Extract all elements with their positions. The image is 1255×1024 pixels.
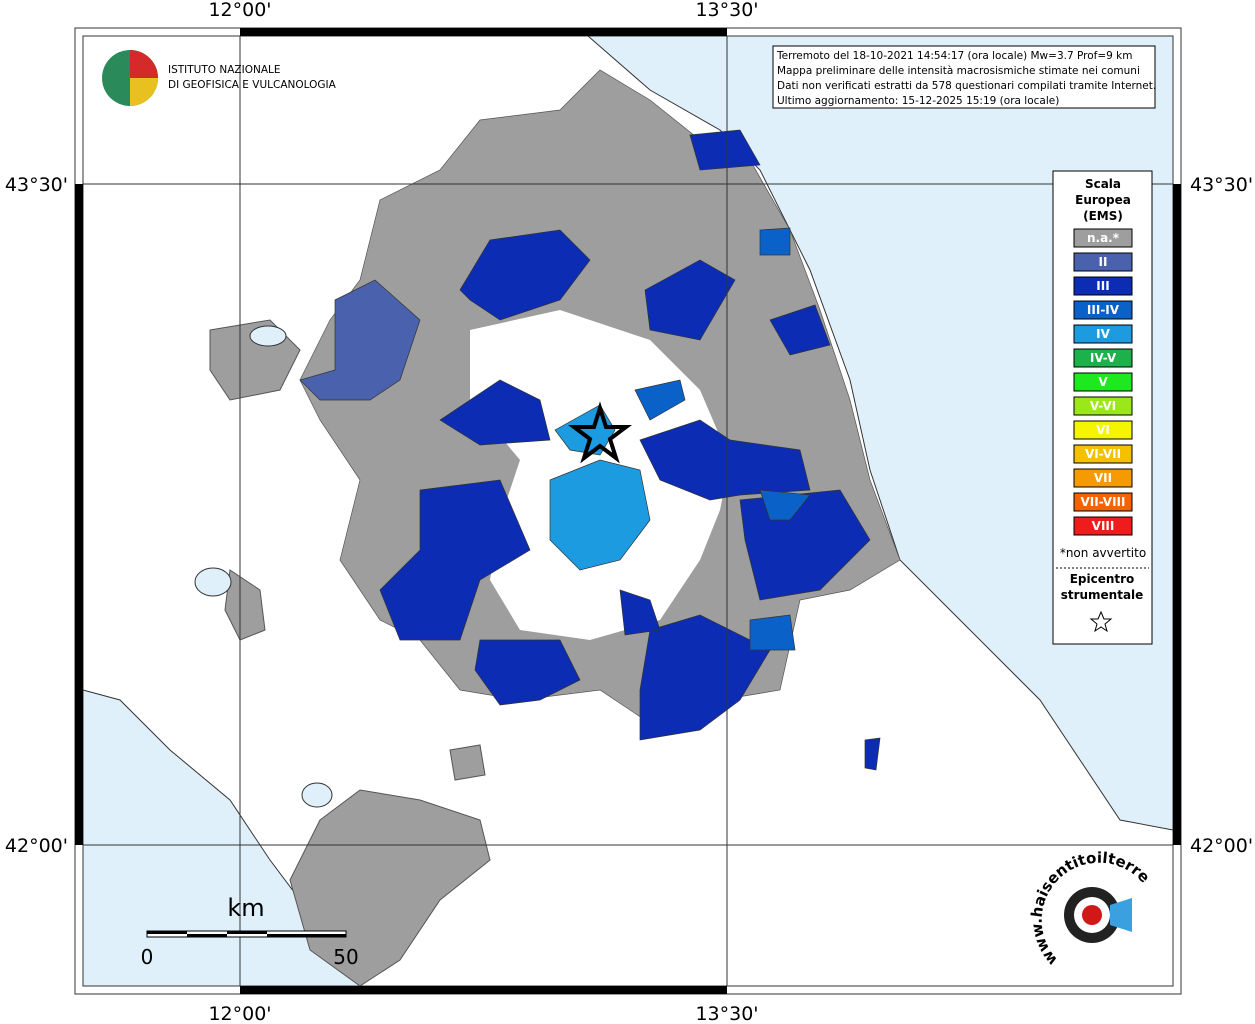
latitude-label: 42°00': [1190, 835, 1253, 857]
legend-swatch: [1073, 324, 1133, 344]
legend-label: n.a.*: [1087, 231, 1120, 245]
legend-label: II: [1099, 255, 1108, 269]
scale-bar: [267, 934, 346, 937]
intensity-area: [619, 589, 661, 636]
scale-bar: [147, 931, 187, 934]
lake: [301, 782, 333, 808]
latitude-label: 43°30': [1190, 174, 1253, 196]
legend-swatch: [1073, 252, 1133, 272]
legend-swatch: [1073, 516, 1133, 536]
longitude-label: 12°00': [208, 1003, 271, 1024]
scale-bar: [187, 934, 227, 937]
intensity-area: [759, 489, 811, 521]
legend-label: VII: [1094, 471, 1112, 485]
latitude-label: 43°30': [5, 174, 68, 196]
legend-label: VI-VII: [1085, 447, 1121, 461]
legend-label: IV-V: [1090, 351, 1117, 365]
legend-label: III-IV: [1087, 303, 1120, 317]
frame-band: [240, 986, 727, 994]
scale-label: 50: [333, 945, 358, 969]
info-text: Terremoto del 18-10-2021 14:54:17 (ora l…: [776, 50, 1132, 62]
lake: [249, 325, 287, 347]
legend-title: (EMS): [1083, 209, 1123, 223]
longitude-label: 13°30': [695, 1003, 758, 1024]
legend-title: Scala: [1085, 177, 1121, 191]
lake: [194, 567, 232, 597]
logo-text: DI GEOFISICA E VULCANOLOGIA: [168, 79, 337, 91]
legend-swatch: [1073, 348, 1133, 368]
legend-label: V: [1098, 375, 1108, 389]
info-text: Mappa preliminare delle intensità macros…: [777, 65, 1140, 77]
legend-label: III: [1096, 279, 1109, 293]
legend-swatch: [1073, 396, 1133, 416]
ingv-logo: [130, 78, 158, 106]
legend-note: *non avvertito: [1060, 546, 1146, 560]
longitude-label: 13°30': [695, 0, 758, 21]
legend-title: Europea: [1075, 193, 1131, 207]
intensity-area: [474, 639, 581, 706]
intensity-area: [639, 419, 811, 501]
legend-swatch: [1073, 492, 1133, 512]
info-text: Dati non verificati estratti da 578 ques…: [777, 80, 1156, 92]
legend-swatch: [1073, 444, 1133, 464]
intensity-area: [769, 304, 831, 356]
legend-label: VI: [1096, 423, 1110, 437]
legend-swatch: [1073, 468, 1133, 488]
legend-star: [1089, 610, 1113, 633]
intensity-area: [439, 379, 551, 446]
legend-swatch: [1073, 300, 1133, 320]
latitude-label: 42°00': [5, 835, 68, 857]
legend-label: V-VI: [1090, 399, 1116, 413]
legend-items: ScalaEuropea(EMS)n.a.*IIIIIIII-IVIVIV-VV…: [1073, 177, 1133, 536]
intensity-area: [634, 379, 686, 421]
legend-swatch: [1073, 276, 1133, 296]
intensity-area: [549, 459, 651, 571]
intensity-area: [749, 614, 796, 651]
intensity-area: [379, 479, 531, 641]
legend-epicenter: Epicentro: [1070, 572, 1135, 586]
scale-unit: km: [227, 894, 264, 922]
frame-band: [75, 184, 83, 845]
municipality-na: [224, 569, 266, 641]
legend-swatch: [1073, 372, 1133, 392]
legend-label: VII-VIII: [1080, 495, 1125, 509]
legend-swatch: [1073, 228, 1133, 248]
scale-bar: [227, 931, 267, 934]
legend-epicenter: strumentale: [1061, 588, 1144, 602]
info-text: Ultimo aggiornamento: 15-12-2025 15:19 (…: [777, 95, 1059, 107]
intensity-area: [639, 614, 771, 741]
intensity-area: [864, 737, 881, 771]
legend-label: IV: [1096, 327, 1110, 341]
ingv-logo: [130, 50, 158, 78]
site-logo: [1082, 905, 1102, 925]
intensity-area: [644, 259, 736, 341]
intensity-area: [689, 129, 761, 171]
legend-swatch: [1073, 420, 1133, 440]
legend-label: VIII: [1092, 519, 1115, 533]
municipality-na: [449, 744, 486, 781]
info-box: [772, 45, 1156, 109]
intensity-area: [299, 279, 421, 401]
frame-band: [240, 28, 727, 36]
intensity-area: [554, 404, 616, 456]
intensity-area: [459, 229, 591, 321]
site-logo: [1110, 898, 1132, 932]
intensity-area: [759, 227, 791, 256]
longitude-label: 12°00': [208, 0, 271, 21]
logo-text: ISTITUTO NAZIONALE: [168, 64, 281, 76]
epicenter: [568, 401, 632, 464]
scale-label: 0: [141, 945, 154, 969]
frame-band: [1173, 184, 1181, 845]
